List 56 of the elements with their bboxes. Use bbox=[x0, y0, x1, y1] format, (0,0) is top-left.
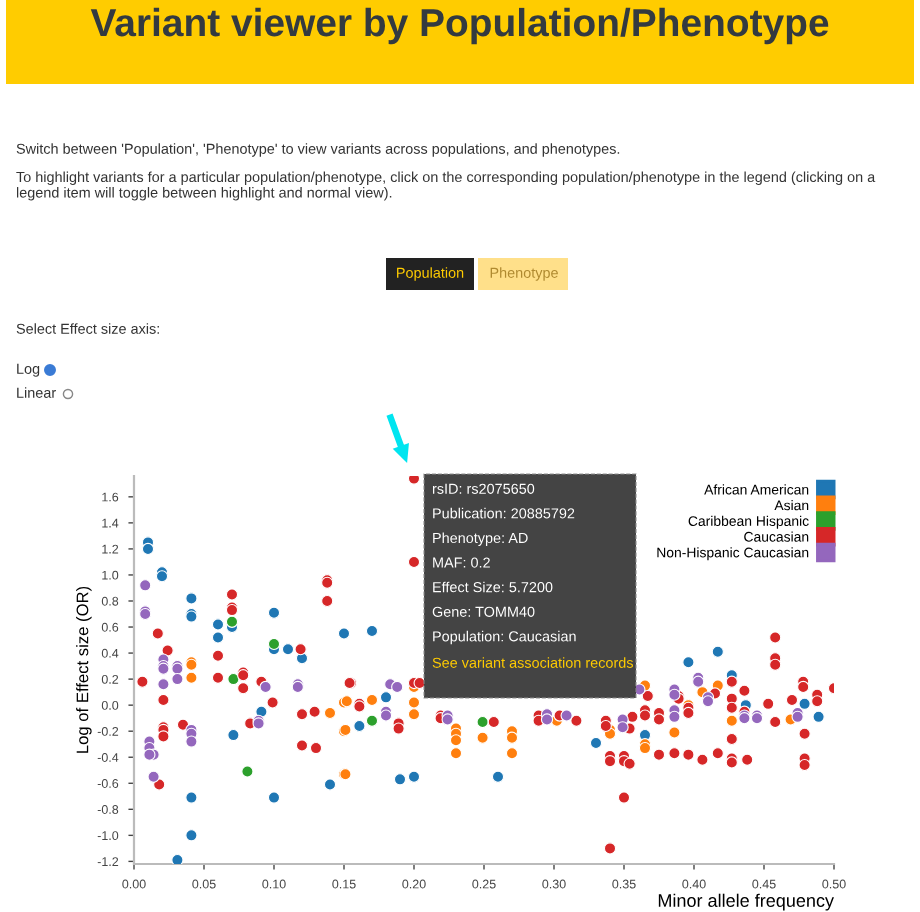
point bbox=[227, 728, 240, 742]
point bbox=[682, 656, 695, 669]
point bbox=[185, 671, 198, 684]
x-axis-title: Minor allele frequency bbox=[658, 893, 834, 911]
point bbox=[449, 747, 463, 760]
point bbox=[185, 592, 198, 605]
point bbox=[141, 542, 155, 556]
point bbox=[171, 673, 184, 686]
point bbox=[185, 829, 198, 842]
point bbox=[323, 706, 337, 720]
point bbox=[267, 791, 281, 804]
point bbox=[449, 734, 463, 747]
point bbox=[812, 710, 825, 723]
point bbox=[227, 673, 240, 686]
point bbox=[668, 726, 681, 739]
point bbox=[407, 708, 421, 721]
point bbox=[505, 731, 519, 744]
point bbox=[365, 693, 379, 707]
point bbox=[337, 627, 351, 640]
point bbox=[505, 747, 519, 760]
point bbox=[616, 721, 629, 734]
point bbox=[393, 773, 407, 786]
point bbox=[391, 680, 404, 694]
point bbox=[668, 710, 681, 723]
point bbox=[407, 696, 421, 709]
point bbox=[711, 645, 724, 658]
point bbox=[365, 714, 379, 727]
point bbox=[211, 618, 225, 631]
point bbox=[225, 615, 239, 628]
point bbox=[185, 735, 198, 748]
point bbox=[281, 643, 295, 656]
chart-title: Variant viewer by Population/Phenotype bbox=[90, 7, 829, 45]
point bbox=[476, 715, 489, 729]
point bbox=[267, 606, 281, 619]
point bbox=[241, 765, 254, 778]
point bbox=[491, 770, 505, 783]
point bbox=[379, 691, 393, 704]
point bbox=[589, 736, 603, 750]
point bbox=[147, 770, 160, 783]
point bbox=[323, 778, 337, 791]
point bbox=[185, 791, 198, 804]
point bbox=[157, 678, 170, 691]
point bbox=[798, 697, 811, 710]
point bbox=[353, 719, 366, 733]
point bbox=[725, 714, 738, 727]
point bbox=[560, 709, 573, 722]
point bbox=[407, 770, 421, 783]
point bbox=[540, 713, 554, 726]
point bbox=[171, 853, 184, 864]
y-axis-title: Log of Effect size (OR) bbox=[76, 586, 92, 753]
point bbox=[365, 624, 379, 638]
point bbox=[211, 631, 225, 644]
point bbox=[476, 731, 489, 744]
point bbox=[259, 680, 272, 694]
point bbox=[267, 637, 281, 651]
point bbox=[139, 579, 152, 592]
